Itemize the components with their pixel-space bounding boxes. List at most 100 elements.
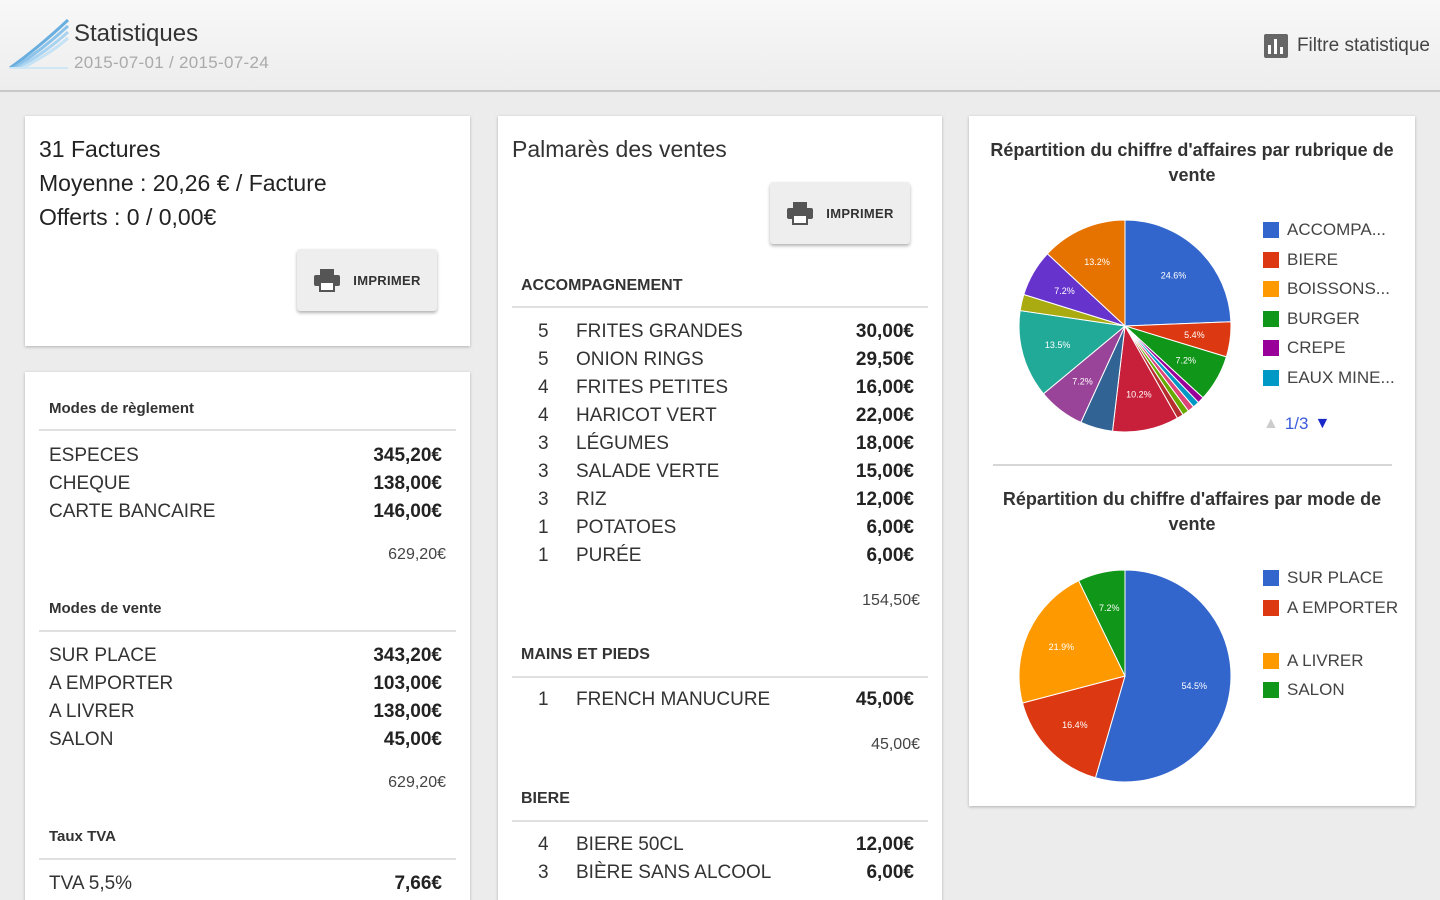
ranking-section-heading: ACCOMPAGNEMENT	[521, 277, 683, 294]
legend-label: BIERE	[1287, 249, 1339, 269]
slice-label: 54.5%	[1181, 681, 1207, 691]
invoice-average: Moyenne : 20,26 € / Facture	[39, 170, 327, 196]
legend-item: BOISSONS...	[1263, 277, 1390, 301]
legend-swatch	[1263, 340, 1279, 356]
slice-label: 7.2%	[1072, 377, 1093, 387]
table-row: ESPECES 345,20€	[49, 445, 442, 466]
divider	[39, 429, 456, 431]
page-prev-icon[interactable]: ▲	[1263, 415, 1279, 432]
legend-item: SALON	[1263, 678, 1345, 702]
list-item: 3 BIÈRE SANS ALCOOL 6,00€	[538, 862, 914, 883]
divider	[39, 858, 456, 860]
table-row: CARTE BANCAIRE 146,00€	[49, 501, 442, 522]
legend-item: SUR PLACE	[1263, 566, 1383, 590]
section-total: 154,50€	[862, 592, 920, 609]
print-ranking-button[interactable]: IMPRIMER	[770, 182, 910, 244]
legend-swatch	[1263, 682, 1279, 698]
legend-label: A EMPORTER	[1287, 597, 1399, 617]
slice-label: 24.6%	[1161, 271, 1187, 281]
legend-label: SUR PLACE	[1287, 568, 1384, 587]
sales-ranking-card: Palmarès des ventes IMPRIMER ACCOMPAGNEM…	[498, 116, 942, 900]
list-item: 5 FRITES GRANDES 30,00€	[538, 321, 914, 342]
pie-slice[interactable]	[1124, 219, 1232, 327]
invoice-count: 31 Factures	[39, 136, 161, 162]
page-indicator: 1/3	[1284, 414, 1309, 433]
payment-total: 629,20€	[388, 546, 446, 563]
legend-pager: ▲ 1/3 ▼	[1263, 414, 1330, 434]
legend-label: CREPE	[1287, 338, 1346, 357]
charts-card: Répartition du chiffre d'affaires par ru…	[969, 116, 1415, 806]
filter-label: Filtre statistique	[1296, 35, 1430, 56]
pie-slice[interactable]	[1077, 569, 1126, 677]
sale-modes-heading: Modes de vente	[49, 600, 162, 617]
legend-swatch	[1263, 369, 1279, 386]
pie-slice[interactable]	[1021, 675, 1126, 779]
chart-title: Répartition du chiffre d'affaires par ru…	[990, 140, 1394, 185]
slice-label: 7.2%	[1175, 356, 1196, 366]
divider	[512, 820, 928, 822]
summary-card: 31 Factures Moyenne : 20,26 € / Facture …	[25, 116, 470, 346]
print-label: IMPRIMER	[826, 205, 894, 221]
legend-item: A LIVRER	[1263, 649, 1364, 673]
category-pie-chart: 24.6% 5.4% 7.2% 10.2% 7.2% 13.5% 7.2% 13.2%	[1018, 219, 1232, 433]
ranking-title: Palmarès des ventes	[512, 136, 727, 162]
legend-item: BURGER	[1263, 307, 1360, 331]
ranking-section-heading: MAINS ET PIEDS	[521, 646, 650, 663]
pie-slice[interactable]	[1018, 309, 1127, 395]
list-item: 4 FRITES PETITES 16,00€	[538, 377, 914, 398]
divider	[993, 464, 1392, 466]
slice-label: 16.4%	[1062, 720, 1088, 730]
table-row: A EMPORTER 103,00€	[49, 673, 442, 694]
legend-item: BIERE	[1263, 248, 1338, 272]
legend-label: EAUX MINE...	[1287, 367, 1395, 387]
legend-item: A EMPORTER	[1263, 596, 1398, 620]
filter-button[interactable]: Filtre statistique	[1263, 30, 1430, 62]
pie-slice[interactable]	[1094, 569, 1232, 783]
legend-item: CREPE	[1263, 336, 1346, 360]
list-item: 3 RIZ 12,00€	[538, 489, 914, 510]
slice-label: 7.2%	[1054, 286, 1075, 296]
bar-chart-icon	[1263, 34, 1288, 58]
sale-mode-pie-chart: 54.5% 16.4% 21.9% 7.2%	[1018, 569, 1232, 783]
legend-item: EAUX MINE...	[1263, 366, 1395, 390]
chart-title: Répartition du chiffre d'affaires par mo…	[1002, 489, 1382, 534]
slice-label: 7.2%	[1099, 603, 1120, 613]
slice-label: 13.5%	[1045, 340, 1071, 350]
app-logo-icon	[9, 18, 70, 70]
legend-swatch	[1263, 599, 1279, 616]
list-item: 5 ONION RINGS 29,50€	[538, 349, 914, 370]
offered-count: Offerts : 0 / 0,00€	[39, 204, 217, 230]
page-title: Statistiques	[74, 20, 199, 47]
divider	[512, 676, 928, 678]
pie-slice[interactable]	[1046, 219, 1126, 328]
payment-modes-heading: Modes de règlement	[49, 400, 195, 417]
legend-swatch	[1263, 251, 1279, 268]
print-label: IMPRIMER	[353, 272, 421, 288]
print-summary-button[interactable]: IMPRIMER	[297, 249, 437, 311]
payment-modes-card: Modes de règlement ESPECES 345,20€ CHEQUE…	[25, 372, 470, 900]
slice-label: 10.2%	[1126, 390, 1152, 400]
divider	[39, 630, 456, 632]
sale-mode-legend: SUR PLACE A EMPORTER A LIVRER SALON	[1263, 566, 1403, 746]
slice-label: 5.4%	[1184, 330, 1205, 340]
list-item: 1 PURÉE 6,00€	[538, 545, 914, 566]
legend-label: BURGER	[1287, 308, 1360, 328]
list-item: 4 HARICOT VERT 22,00€	[538, 405, 914, 426]
printer-icon	[314, 269, 341, 292]
legend-label: A LIVRER	[1287, 650, 1364, 670]
legend-swatch	[1263, 222, 1279, 238]
list-item: 3 SALADE VERTE 15,00€	[538, 461, 914, 482]
legend-item: ACCOMPA...	[1263, 218, 1386, 242]
list-item: 4 BIERE 50CL 12,00€	[538, 834, 914, 855]
date-range: 2015-07-01 / 2015-07-24	[74, 53, 269, 72]
legend-label: SALON	[1287, 680, 1345, 699]
table-row: SALON 45,00€	[49, 729, 442, 750]
pie-slice[interactable]	[1018, 579, 1126, 704]
slice-label: 13.2%	[1084, 257, 1110, 267]
slice-label: 21.9%	[1049, 642, 1075, 652]
legend-label: ACCOMPA...	[1287, 220, 1386, 239]
list-item: 1 POTATOES 6,00€	[538, 517, 914, 538]
table-row: A LIVRER 138,00€	[49, 701, 442, 722]
page-next-icon[interactable]: ▼	[1314, 415, 1331, 432]
category-legend: ACCOMPA... BIERE BOISSONS... BURGER CREPE EAU…	[1263, 218, 1403, 398]
